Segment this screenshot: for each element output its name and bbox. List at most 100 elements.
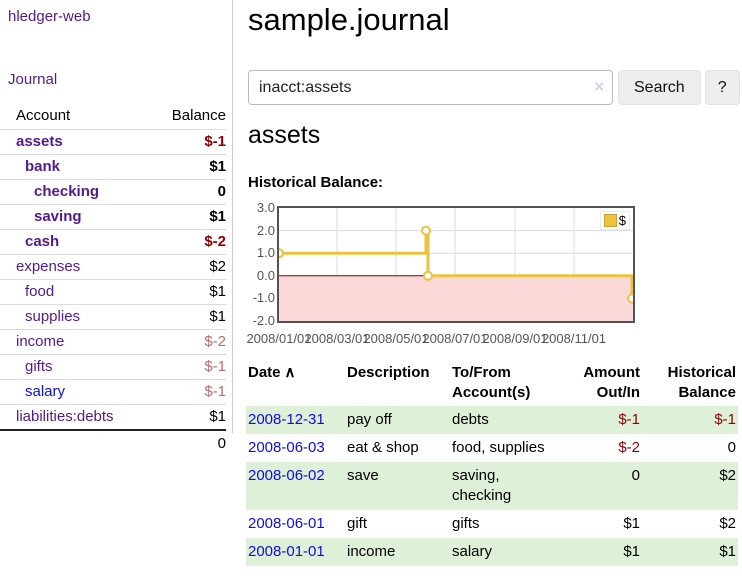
search-button[interactable]: Search xyxy=(618,70,701,105)
transaction-date-link[interactable]: 2008-12-31 xyxy=(248,411,325,428)
account-link[interactable]: expenses xyxy=(16,258,81,275)
account-row: checking 0 xyxy=(0,179,226,204)
y-axis-tick-label: 0.0 xyxy=(256,267,275,283)
y-axis-tick-label: 1.0 xyxy=(256,245,275,261)
account-link[interactable]: supplies xyxy=(25,308,81,325)
transaction-accounts: debts xyxy=(452,411,489,428)
account-row: gifts $-1 xyxy=(0,354,226,379)
account-row: income $-2 xyxy=(0,329,226,354)
transaction-date-link[interactable]: 2008-06-03 xyxy=(248,439,325,456)
transaction-balance: $2 xyxy=(719,467,736,484)
account-balance: $-2 xyxy=(204,333,226,350)
sidebar-item-journal[interactable]: Journal xyxy=(8,71,58,88)
x-axis-tick-label: 2008/07/01 xyxy=(422,331,488,346)
account-link[interactable]: income xyxy=(16,333,65,350)
account-link[interactable]: liabilities:debts xyxy=(16,408,114,425)
account-total-row: 0 xyxy=(0,429,226,457)
register-row: 2008-12-31 pay off debts $-1 $-1 xyxy=(246,406,738,434)
x-axis-tick-label: 2008/03/01 xyxy=(304,331,370,346)
transaction-description: income xyxy=(347,543,396,560)
header-accounts: To/From Account(s) xyxy=(452,364,531,401)
account-row: saving $1 xyxy=(0,204,226,229)
account-balance: $1 xyxy=(209,208,226,225)
account-table-header: Account Balance xyxy=(0,103,226,129)
balance-column-header: Balance xyxy=(171,107,226,124)
header-date[interactable]: Date ∧ xyxy=(248,364,296,381)
search-form: × Search ? xyxy=(248,70,740,105)
header-balance: Historical Balance xyxy=(667,364,736,401)
account-balance-table: Account Balance assets $-1 bank $1 checking 0… xyxy=(0,103,226,457)
account-row: salary $-1 xyxy=(0,379,226,404)
transaction-balance: $1 xyxy=(719,543,736,560)
y-axis-tick-label: 3.0 xyxy=(256,200,275,215)
account-balance: $-1 xyxy=(204,383,226,400)
account-balance: 0 xyxy=(217,183,226,200)
search-input[interactable] xyxy=(248,70,613,105)
account-balance: $-1 xyxy=(204,133,226,150)
transaction-amount: 0 xyxy=(631,467,640,484)
account-link[interactable]: gifts xyxy=(25,358,53,375)
account-link[interactable]: saving xyxy=(34,208,82,225)
account-balance: $1 xyxy=(209,408,226,425)
clear-search-icon[interactable]: × xyxy=(594,77,604,96)
account-tree: assets $-1 bank $1 checking 0 saving $1 cash $-2 e… xyxy=(0,129,226,429)
x-axis-tick-label: 2008/05/01 xyxy=(363,331,429,346)
transaction-accounts: food, supplies xyxy=(452,439,545,456)
account-link[interactable]: bank xyxy=(25,158,61,175)
account-row: food $1 xyxy=(0,279,226,304)
transaction-accounts: salary xyxy=(452,543,493,560)
transaction-balance: 0 xyxy=(727,439,736,456)
transaction-description: save xyxy=(347,467,379,484)
transaction-accounts: gifts xyxy=(452,515,480,532)
transaction-description: pay off xyxy=(347,411,392,428)
account-link[interactable]: assets xyxy=(16,133,63,150)
search-box: × xyxy=(248,70,613,105)
account-balance: $1 xyxy=(209,308,226,325)
account-link[interactable]: checking xyxy=(34,183,100,200)
sidebar: hledger-web Journal Account Balance asse… xyxy=(0,0,233,452)
chart-legend: $ xyxy=(599,211,630,230)
account-row: expenses $2 xyxy=(0,254,226,279)
help-button[interactable]: ? xyxy=(704,70,740,105)
account-row: liabilities:debts $1 xyxy=(0,404,226,429)
chart-title: Historical Balance: xyxy=(248,174,384,191)
account-balance: $-2 xyxy=(204,233,226,250)
transaction-amount: $1 xyxy=(623,543,640,560)
legend-swatch-icon xyxy=(603,214,617,227)
y-axis-tick-label: -1.0 xyxy=(252,290,275,306)
register-row: 2008-06-03 eat & shop food, supplies $-2 0 xyxy=(246,434,738,462)
account-row: supplies $1 xyxy=(0,304,226,329)
register-row: 2008-01-01 income salary $1 $1 xyxy=(246,538,738,566)
account-total-value: 0 xyxy=(217,435,226,452)
historical-balance-chart: $ 3.0 2.0 1.0 0.0 -1.0 -2.0 2008/01/01 2008/03/… xyxy=(246,200,742,350)
legend-label: $ xyxy=(618,213,626,228)
account-link[interactable]: cash xyxy=(25,233,60,250)
transaction-amount: $-2 xyxy=(618,439,640,456)
account-heading: assets xyxy=(248,121,321,149)
transaction-balance: $-1 xyxy=(714,411,736,428)
x-axis-tick-label: 2008/11/01 xyxy=(541,331,607,346)
transaction-description: gift xyxy=(347,515,368,532)
x-axis-tick-label: 2008/09/01 xyxy=(482,331,548,346)
transaction-date-link[interactable]: 2008-06-02 xyxy=(248,467,325,484)
account-row: cash $-2 xyxy=(0,229,226,254)
sort-ascending-icon: ∧ xyxy=(284,364,296,381)
account-link[interactable]: food xyxy=(25,283,55,300)
x-axis-tick-label: 2008/01/01 xyxy=(246,331,312,346)
transaction-balance: $2 xyxy=(719,515,736,532)
page-title: sample.journal xyxy=(248,2,450,37)
account-balance: $1 xyxy=(209,283,226,300)
transaction-date-link[interactable]: 2008-01-01 xyxy=(248,543,325,560)
y-axis-tick-label: -2.0 xyxy=(252,313,275,328)
account-balance: $1 xyxy=(209,158,226,175)
chart-canvas xyxy=(279,208,633,321)
transaction-amount: $-1 xyxy=(618,411,640,428)
account-link[interactable]: salary xyxy=(25,383,66,400)
register-row: 2008-06-02 save saving, checking 0 $2 xyxy=(246,462,738,510)
account-balance: $2 xyxy=(209,258,226,275)
account-column-header: Account xyxy=(16,107,71,124)
transaction-date-link[interactable]: 2008-06-01 xyxy=(248,515,325,532)
register-row: 2008-06-01 gift gifts $1 $2 xyxy=(246,510,738,538)
app-brand-link[interactable]: hledger-web xyxy=(8,8,91,25)
header-amount: Amount Out/In xyxy=(583,364,640,401)
